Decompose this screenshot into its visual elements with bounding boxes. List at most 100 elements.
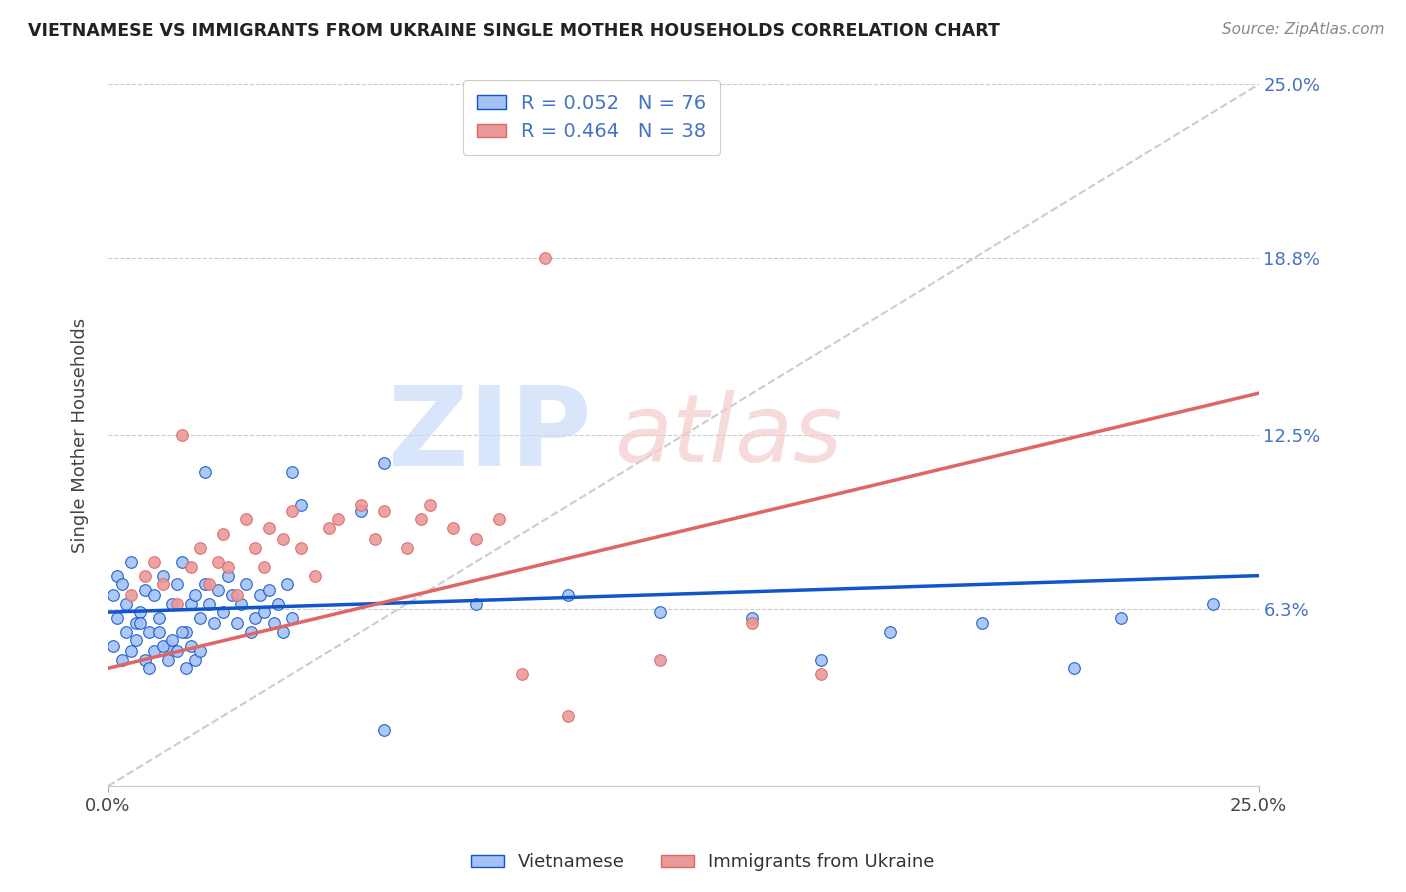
Point [105,568,128,582]
Point [290,541,312,555]
Point [170,428,193,442]
Point [257,582,280,597]
Point [184,653,207,667]
Point [1201,597,1223,611]
Point [972,616,994,631]
Point [212,605,235,619]
Point [188,644,211,658]
Point [741,611,763,625]
Point [202,616,225,631]
Point [166,644,188,658]
Legend: Vietnamese, Immigrants from Ukraine: Vietnamese, Immigrants from Ukraine [464,847,942,879]
Point [350,499,373,513]
Point [170,624,193,639]
Point [879,624,901,639]
Point [810,653,832,667]
Point [396,541,419,555]
Point [152,568,174,582]
Point [281,611,304,625]
Point [101,639,124,653]
Y-axis label: Single Mother Households: Single Mother Households [72,318,89,553]
Point [188,611,211,625]
Point [245,611,267,625]
Point [198,577,221,591]
Point [271,532,294,546]
Point [488,512,510,526]
Point [143,644,166,658]
Point [134,568,156,582]
Point [134,653,156,667]
Point [111,653,134,667]
Point [217,560,239,574]
Point [650,605,672,619]
Point [221,588,243,602]
Point [101,588,124,602]
Point [174,624,197,639]
Point [1063,661,1085,675]
Point [465,597,488,611]
Point [225,616,247,631]
Point [148,624,170,639]
Point [166,597,188,611]
Point [207,555,229,569]
Point [207,582,229,597]
Point [557,709,579,723]
Point [143,555,166,569]
Point [557,588,579,602]
Point [143,588,166,602]
Point [318,521,340,535]
Point [741,616,763,631]
Point [166,577,188,591]
Point [194,465,217,479]
Point [350,504,373,518]
Point [326,512,349,526]
Text: VIETNAMESE VS IMMIGRANTS FROM UKRAINE SINGLE MOTHER HOUSEHOLDS CORRELATION CHART: VIETNAMESE VS IMMIGRANTS FROM UKRAINE SI… [28,22,1000,40]
Point [263,616,285,631]
Point [441,521,464,535]
Point [111,577,134,591]
Point [373,723,395,737]
Point [409,512,432,526]
Point [138,624,160,639]
Point [105,611,128,625]
Point [245,541,267,555]
Point [510,666,533,681]
Text: Source: ZipAtlas.com: Source: ZipAtlas.com [1222,22,1385,37]
Point [198,597,221,611]
Point [120,555,142,569]
Point [235,577,257,591]
Point [174,661,197,675]
Point [129,605,152,619]
Point [239,624,262,639]
Legend: R = 0.052   N = 76, R = 0.464   N = 38: R = 0.052 N = 76, R = 0.464 N = 38 [463,80,720,155]
Point [419,499,441,513]
Point [1109,611,1132,625]
Point [281,504,304,518]
Point [235,512,257,526]
Point [180,597,202,611]
Point [257,521,280,535]
Point [115,624,138,639]
Point [134,582,156,597]
Point [120,588,142,602]
Point [290,499,312,513]
Point [364,532,387,546]
Point [124,633,146,648]
Point [148,611,170,625]
Point [180,560,202,574]
Point [276,577,298,591]
Point [115,597,138,611]
Point [188,541,211,555]
Point [156,639,179,653]
Point [162,597,184,611]
Point [138,661,160,675]
Point [212,526,235,541]
Point [217,568,239,582]
Text: ZIP: ZIP [388,382,592,489]
Point [152,577,174,591]
Point [152,639,174,653]
Point [650,653,672,667]
Point [253,560,276,574]
Point [129,616,152,631]
Point [810,666,832,681]
